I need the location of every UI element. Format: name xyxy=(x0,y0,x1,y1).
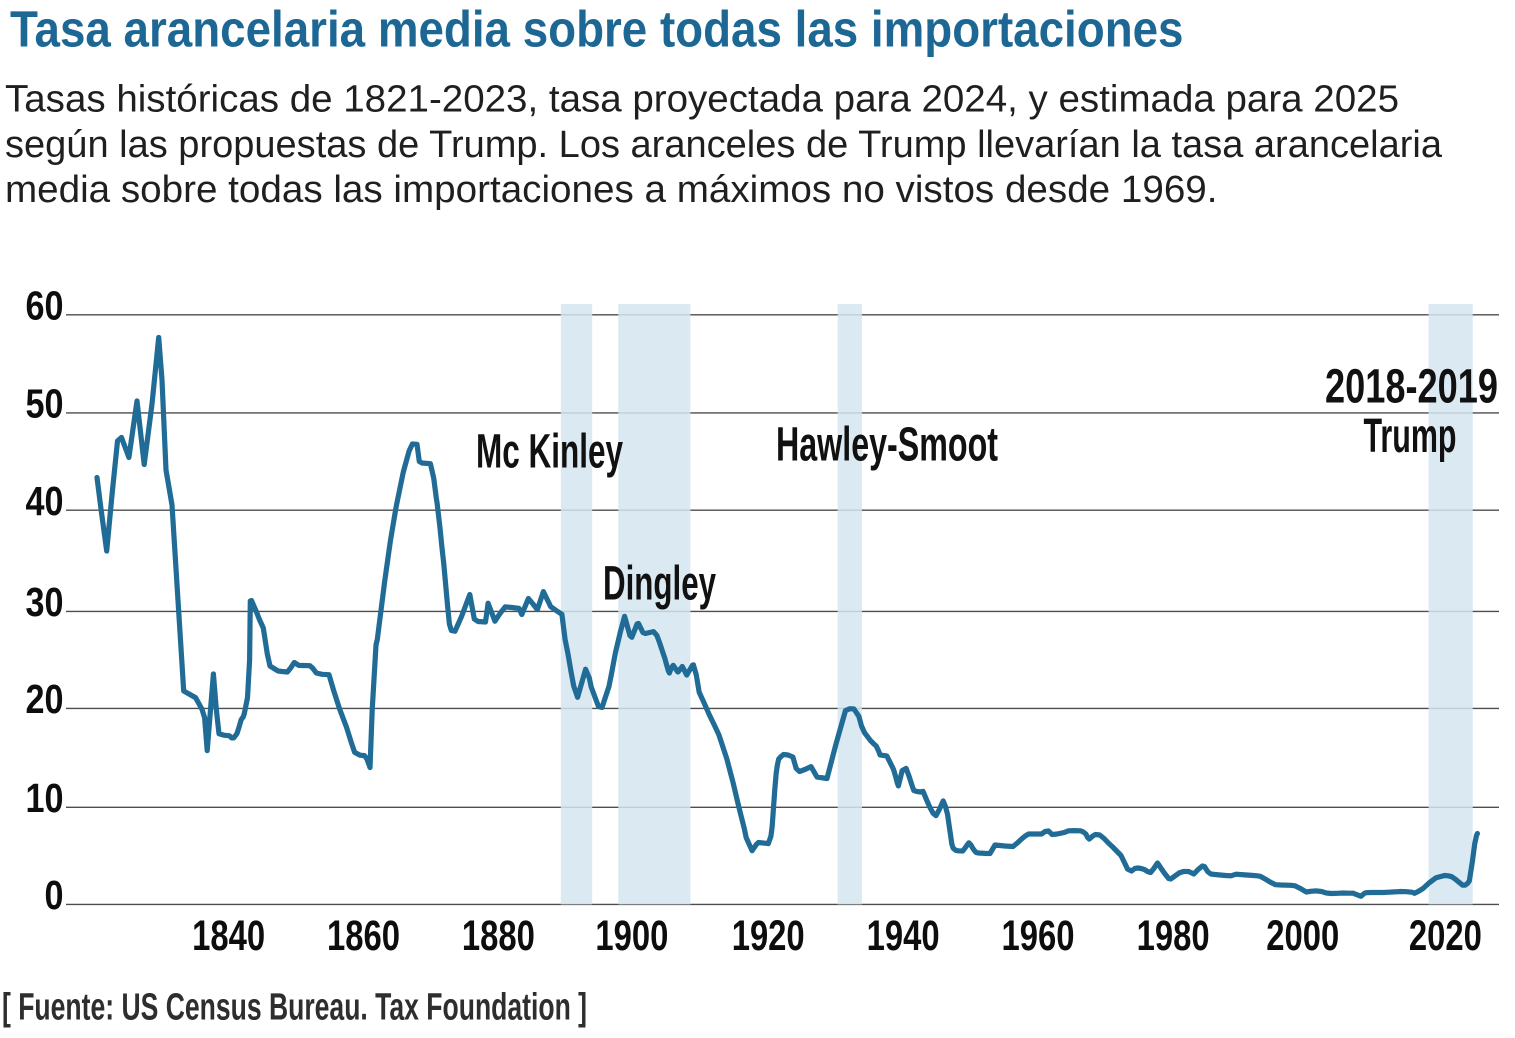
svg-text:Hawley-Smoot: Hawley-Smoot xyxy=(776,418,998,471)
svg-text:Mc Kinley: Mc Kinley xyxy=(476,426,623,479)
svg-text:10: 10 xyxy=(26,775,64,821)
svg-text:40: 40 xyxy=(26,478,64,524)
svg-text:2020: 2020 xyxy=(1409,912,1482,960)
svg-text:2000: 2000 xyxy=(1266,912,1339,960)
svg-text:0: 0 xyxy=(45,872,64,918)
svg-text:1880: 1880 xyxy=(462,912,535,960)
svg-text:30: 30 xyxy=(26,579,64,625)
svg-text:Dingley: Dingley xyxy=(603,557,716,610)
svg-text:1860: 1860 xyxy=(327,912,400,960)
svg-text:50: 50 xyxy=(26,381,64,427)
svg-text:media sobre todas las importac: media sobre todas las importaciones a má… xyxy=(5,168,1217,211)
svg-text:2018-2019: 2018-2019 xyxy=(1325,361,1498,414)
svg-text:[ Fuente: US Census Bureau. Ta: [ Fuente: US Census Bureau. Tax Foundati… xyxy=(2,985,587,1027)
svg-text:1920: 1920 xyxy=(732,912,805,960)
svg-text:1900: 1900 xyxy=(595,912,668,960)
svg-text:60: 60 xyxy=(26,283,64,329)
svg-text:20: 20 xyxy=(26,676,64,722)
svg-text:1960: 1960 xyxy=(1002,912,1075,960)
svg-text:1840: 1840 xyxy=(192,912,265,960)
svg-text:1980: 1980 xyxy=(1137,912,1210,960)
svg-text:según las propuestas de Trump.: según las propuestas de Trump. Los aranc… xyxy=(5,123,1443,166)
svg-text:Trump: Trump xyxy=(1364,410,1457,463)
svg-text:Tasas históricas de 1821-2023,: Tasas históricas de 1821-2023, tasa proy… xyxy=(5,78,1399,121)
svg-text:Tasa arancelaria media sobre t: Tasa arancelaria media sobre todas las i… xyxy=(10,0,1184,57)
svg-text:1940: 1940 xyxy=(867,912,940,960)
